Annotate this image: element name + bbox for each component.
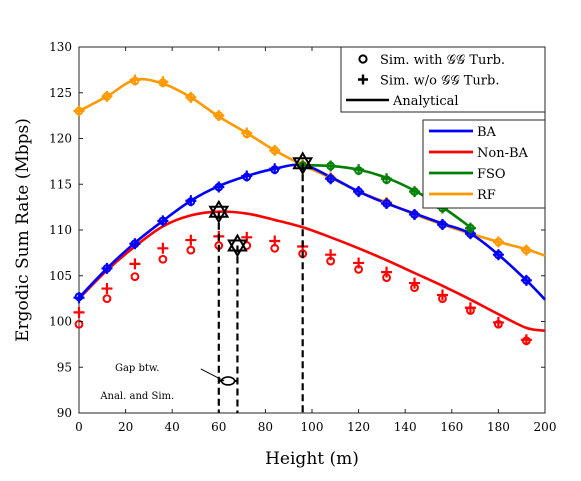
y-tick-label: 105 bbox=[49, 269, 72, 283]
sim-wo-turb-point-ba bbox=[269, 163, 281, 175]
sim-wo-turb-point-nonba bbox=[464, 302, 476, 314]
legend-series-label: Non-BA bbox=[477, 146, 529, 161]
sim-wo-turb-point-ba bbox=[157, 215, 169, 227]
optimal-point-star bbox=[208, 205, 230, 224]
sim-wo-turb-point-nonba bbox=[73, 306, 85, 318]
sim-with-turb-point-nonba bbox=[102, 294, 112, 304]
x-tick-label: 200 bbox=[534, 420, 557, 434]
optimal-point-star bbox=[227, 239, 248, 258]
y-tick-label: 95 bbox=[57, 360, 72, 374]
optimal-point-star bbox=[292, 151, 314, 170]
sim-wo-turb-point-ba bbox=[353, 186, 365, 198]
sim-wo-turb-point-nonba bbox=[101, 283, 113, 295]
legend-entry-label: Analytical bbox=[392, 94, 459, 109]
y-tick-label: 115 bbox=[49, 177, 72, 191]
sim-wo-turb-point-ba bbox=[241, 170, 253, 182]
optimal-point-star bbox=[208, 199, 230, 218]
legend-series-label: BA bbox=[477, 125, 497, 140]
marker-legend: Sim. with 𝒢𝒢 Turb. Sim. w/o 𝒢𝒢 Turb. Analy… bbox=[340, 46, 546, 113]
x-tick-label: 120 bbox=[347, 420, 370, 434]
legend-entry-label: Sim. w/o 𝒢𝒢 Turb. bbox=[380, 74, 499, 89]
y-tick-label: 100 bbox=[49, 315, 72, 329]
sim-wo-turb-point-fso bbox=[353, 164, 365, 176]
sim-wo-turb-point-nonba bbox=[381, 266, 393, 278]
optimal-point-star bbox=[227, 233, 248, 252]
sim-wo-turb-point-nonba bbox=[325, 249, 337, 261]
sim-wo-turb-point-rf bbox=[157, 76, 169, 88]
sim-wo-turb-point-ba bbox=[520, 274, 532, 286]
sim-wo-turb-point-nonba bbox=[492, 316, 504, 328]
x-tick-label: 0 bbox=[75, 420, 83, 434]
x-tick-label: 100 bbox=[301, 420, 324, 434]
analytical-line-nonba bbox=[78, 210, 546, 332]
legend-entry-label: Sim. with 𝒢𝒢 Turb. bbox=[380, 53, 505, 68]
sim-wo-turb-point-rf bbox=[241, 127, 253, 139]
gap-pointer bbox=[200, 368, 225, 382]
x-tick-label: 160 bbox=[440, 420, 463, 434]
sim-wo-turb-point-rf bbox=[269, 144, 281, 156]
sim-wo-turb-point-nonba bbox=[129, 258, 141, 270]
sim-with-turb-point-nonba bbox=[130, 272, 140, 282]
sim-wo-turb-point-nonba bbox=[436, 289, 448, 301]
sim-wo-turb-point-nonba bbox=[185, 234, 197, 246]
series-legend: BA Non-BA FSO RF bbox=[422, 119, 546, 209]
sim-wo-turb-point-nonba bbox=[157, 242, 169, 254]
sim-wo-turb-point-rf bbox=[213, 110, 225, 122]
legend-series-label: FSO bbox=[477, 167, 506, 182]
sim-with-turb-point-nonba bbox=[158, 254, 168, 264]
sim-wo-turb-point-rf bbox=[101, 90, 113, 102]
sim-wo-turb-point-ba bbox=[213, 181, 225, 193]
sim-wo-turb-point-rf bbox=[520, 244, 532, 256]
sim-with-turb-point-nonba bbox=[74, 319, 84, 329]
gap-label-line2: Anal. and Sim. bbox=[99, 391, 174, 402]
sim-wo-turb-point-ba bbox=[325, 173, 337, 185]
sim-wo-turb-point-ba bbox=[492, 249, 504, 261]
y-axis-label: Ergodic Sum Rate (Mbps) bbox=[13, 118, 33, 342]
sim-wo-turb-point-fso bbox=[325, 160, 337, 172]
sim-wo-turb-point-ba bbox=[73, 292, 85, 304]
sim-wo-turb-point-rf bbox=[73, 105, 85, 117]
y-tick-label: 110 bbox=[49, 223, 72, 237]
sim-with-turb-point-nonba bbox=[186, 245, 196, 255]
sim-wo-turb-point-nonba bbox=[520, 334, 532, 346]
x-tick-label: 60 bbox=[211, 420, 226, 434]
sim-wo-turb-point-rf bbox=[492, 236, 504, 248]
legend-series-label: RF bbox=[477, 188, 496, 203]
sim-wo-turb-point-ba bbox=[381, 197, 393, 209]
x-tick-label: 180 bbox=[487, 420, 510, 434]
sim-wo-turb-point-ba bbox=[185, 195, 197, 207]
gap-label-line1: Gap btw. bbox=[115, 363, 160, 374]
sim-wo-turb-point-ba bbox=[129, 238, 141, 250]
x-tick-label: 20 bbox=[118, 420, 133, 434]
x-tick-label: 140 bbox=[394, 420, 417, 434]
gap-marker bbox=[220, 376, 236, 386]
x-axis-label: Height (m) bbox=[265, 449, 359, 469]
sim-wo-turb-point-ba bbox=[409, 208, 421, 220]
sim-wo-turb-point-fso bbox=[381, 173, 393, 185]
sim-wo-turb-point-rf bbox=[129, 74, 141, 86]
y-tick-label: 125 bbox=[49, 86, 72, 100]
sim-wo-turb-point-ba bbox=[436, 219, 448, 231]
sim-wo-turb-point-fso bbox=[409, 186, 421, 198]
y-tick-label: 120 bbox=[49, 132, 72, 146]
sim-wo-turb-point-ba bbox=[101, 262, 113, 274]
x-tick-label: 80 bbox=[258, 420, 273, 434]
annotations: Gap btw. Anal. and Sim. bbox=[99, 151, 314, 413]
y-tick-label: 90 bbox=[57, 406, 72, 420]
sim-wo-turb-point-nonba bbox=[269, 235, 281, 247]
simulation-markers bbox=[73, 74, 532, 346]
sim-wo-turb-point-fso bbox=[464, 222, 476, 234]
sim-wo-turb-point-rf bbox=[185, 91, 197, 103]
legend-symbol-circle bbox=[358, 54, 368, 64]
y-tick-label: 130 bbox=[49, 40, 72, 54]
sim-wo-turb-point-nonba bbox=[353, 257, 365, 269]
optimal-point-star bbox=[292, 157, 314, 176]
legend-symbol-plus bbox=[358, 74, 368, 85]
sim-wo-turb-point-nonba bbox=[409, 277, 421, 289]
x-tick-label: 40 bbox=[165, 420, 180, 434]
